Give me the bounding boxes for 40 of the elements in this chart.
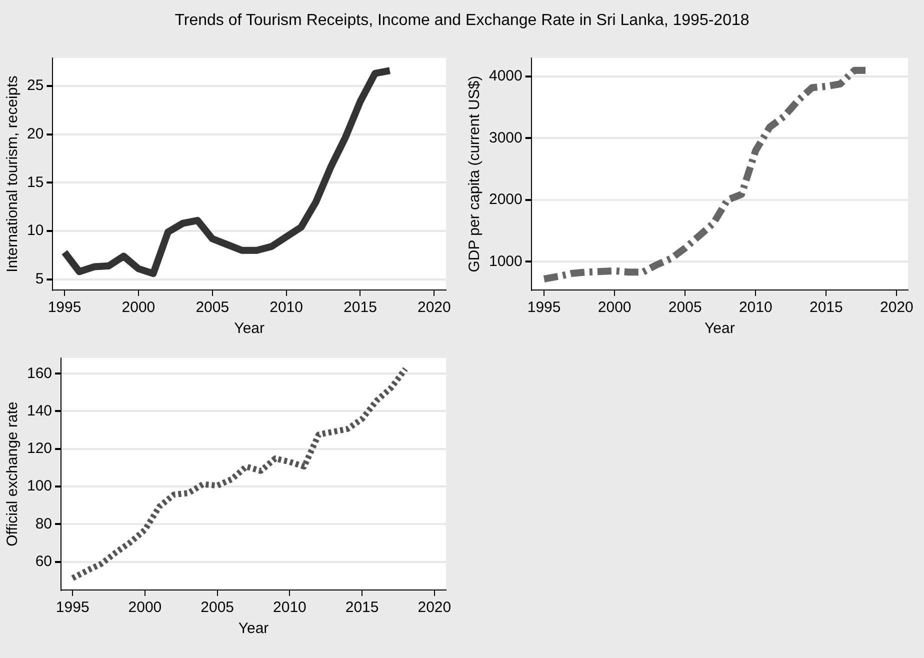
x-tick-label: 2010 bbox=[273, 599, 306, 616]
y-axis-title: GDP per capita (current US$) bbox=[466, 76, 484, 272]
x-axis-title: Year bbox=[238, 620, 269, 638]
x-tick-label: 2015 bbox=[344, 299, 377, 316]
x-tick-label: 2010 bbox=[738, 299, 772, 316]
y-tick-label: 25 bbox=[26, 77, 44, 94]
y-tick-label: 4000 bbox=[488, 68, 522, 85]
x-tick-label: 2005 bbox=[196, 299, 230, 316]
x-tick-label: 2000 bbox=[598, 299, 632, 316]
y-axis-title: International tourism, receipts bbox=[4, 76, 22, 272]
y-tick-label: 120 bbox=[26, 440, 52, 458]
x-axis-title: Year bbox=[704, 320, 735, 338]
x-tick-label: 1995 bbox=[56, 599, 90, 616]
y-tick-label: 160 bbox=[26, 364, 52, 382]
x-tick-label: 2020 bbox=[417, 299, 451, 316]
y-tick-label: 60 bbox=[35, 552, 52, 570]
y-tick-label: 140 bbox=[26, 402, 52, 420]
y-tick-label: 100 bbox=[26, 478, 52, 495]
y-tick-label: 10 bbox=[26, 222, 44, 240]
x-tick-label: 2010 bbox=[270, 299, 303, 316]
x-tick-label: 1995 bbox=[48, 299, 82, 316]
y-tick-label: 80 bbox=[35, 515, 52, 532]
x-axis-title: Year bbox=[234, 320, 264, 338]
y-tick-label: 20 bbox=[26, 126, 44, 143]
x-tick-label: 2020 bbox=[880, 299, 914, 316]
chart-title: Trends of Tourism Receipts, Income and Exchange Rate in Sri Lanka, 1995-2018 bbox=[174, 12, 750, 31]
x-tick-label: 2020 bbox=[418, 599, 452, 616]
x-tick-label: 2000 bbox=[122, 299, 156, 316]
y-tick-label: 2000 bbox=[488, 191, 522, 208]
x-tick-label: 2015 bbox=[810, 299, 843, 316]
x-tick-label: 1995 bbox=[527, 299, 561, 316]
y-tick-label: 5 bbox=[35, 270, 44, 288]
x-tick-label: 2015 bbox=[345, 599, 379, 616]
y-tick-label: 1000 bbox=[488, 252, 522, 270]
y-tick-label: 15 bbox=[26, 174, 44, 191]
y-axis-title: Official exchange rate bbox=[4, 402, 22, 546]
y-tick-label: 3000 bbox=[488, 129, 522, 146]
x-tick-label: 2005 bbox=[200, 599, 234, 616]
x-tick-label: 2000 bbox=[128, 599, 162, 616]
x-tick-label: 2005 bbox=[668, 299, 702, 316]
